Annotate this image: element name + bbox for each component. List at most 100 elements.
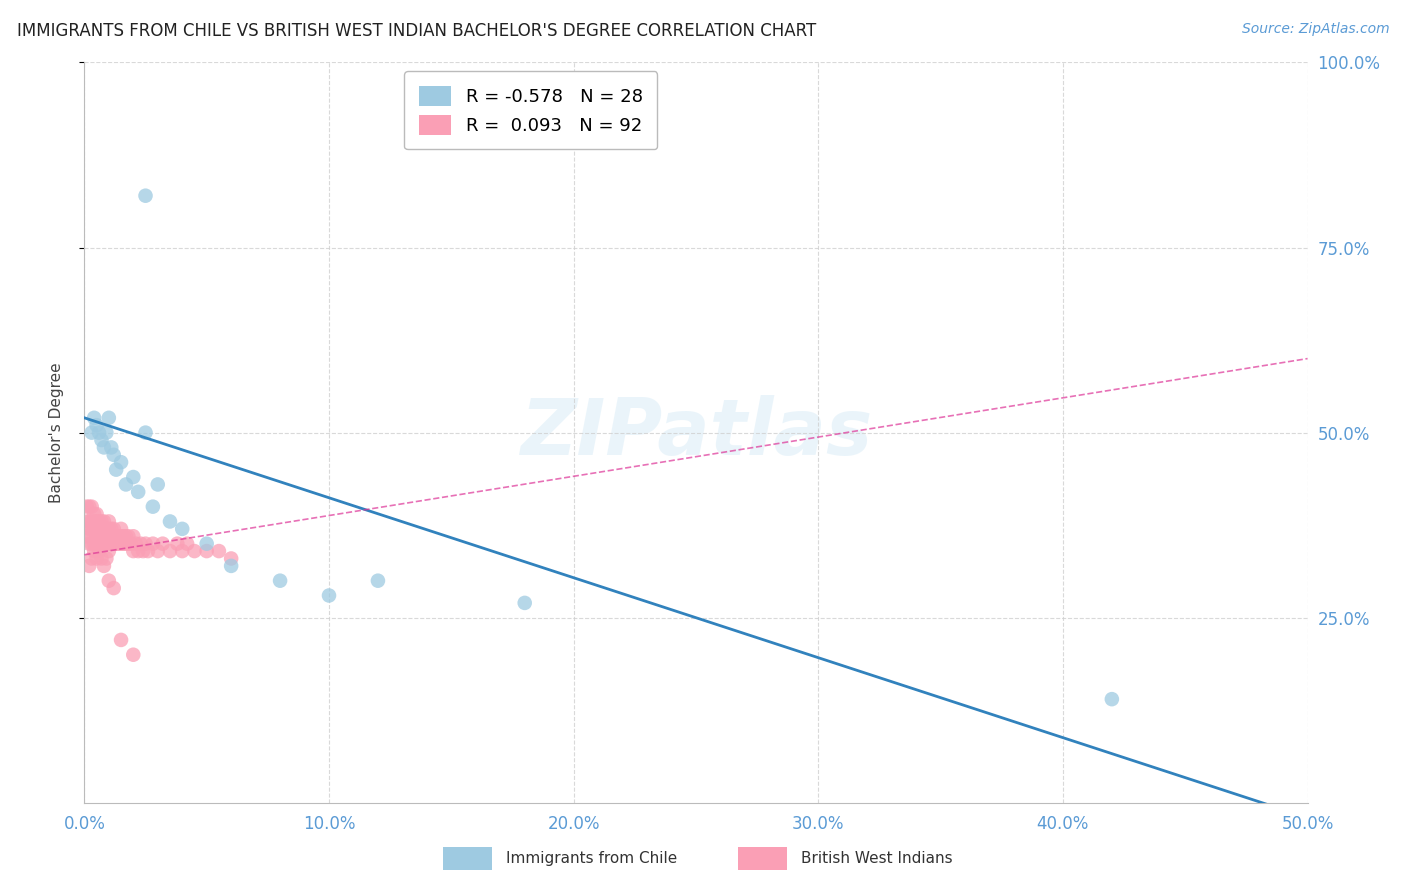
Point: [115, 529, 138, 543]
Point: [112, 529, 135, 543]
Point: [125, 536, 148, 550]
Point: [110, 632, 132, 647]
Point: [110, 529, 132, 543]
Point: [96, 536, 118, 550]
Point: [103, 581, 125, 595]
Point: [172, 544, 194, 558]
Point: [97, 574, 120, 588]
Point: [159, 515, 181, 529]
Text: IMMIGRANTS FROM CHILE VS BRITISH WEST INDIAN BACHELOR'S DEGREE CORRELATION CHART: IMMIGRANTS FROM CHILE VS BRITISH WEST IN…: [17, 22, 815, 40]
Point: [87, 515, 110, 529]
Point: [166, 536, 188, 550]
Point: [93, 529, 115, 543]
Text: Source: ZipAtlas.com: Source: ZipAtlas.com: [1241, 22, 1389, 37]
Point: [97, 522, 120, 536]
Point: [93, 522, 115, 536]
Point: [87, 425, 110, 440]
Point: [122, 470, 145, 484]
Text: ZIPatlas: ZIPatlas: [520, 394, 872, 471]
Point: [269, 574, 291, 588]
Point: [142, 536, 165, 550]
Point: [112, 536, 135, 550]
Point: [77, 515, 100, 529]
Point: [183, 544, 205, 558]
Point: [80, 536, 103, 550]
Point: [122, 544, 145, 558]
Point: [83, 544, 105, 558]
Point: [176, 536, 198, 550]
Point: [110, 522, 132, 536]
Point: [96, 551, 118, 566]
Point: [83, 536, 105, 550]
Point: [93, 558, 115, 573]
Point: [103, 536, 125, 550]
Point: [135, 536, 157, 550]
Point: [90, 433, 112, 447]
Point: [77, 522, 100, 536]
Point: [135, 188, 157, 202]
Point: [146, 477, 169, 491]
Point: [219, 558, 242, 573]
Point: [86, 418, 108, 433]
Point: [96, 529, 118, 543]
Point: [93, 441, 115, 455]
Point: [97, 410, 120, 425]
Point: [110, 455, 132, 469]
Point: [208, 544, 231, 558]
Point: [97, 529, 120, 543]
Text: British West Indians: British West Indians: [801, 851, 953, 866]
Point: [77, 500, 100, 514]
Point: [77, 536, 100, 550]
Point: [76, 529, 98, 543]
Text: Immigrants from Chile: Immigrants from Chile: [506, 851, 678, 866]
Point: [90, 536, 112, 550]
Point: [83, 410, 105, 425]
Point: [136, 544, 159, 558]
Point: [86, 536, 108, 550]
Point: [115, 477, 138, 491]
Y-axis label: Bachelor's Degree: Bachelor's Degree: [49, 362, 63, 503]
Point: [80, 425, 103, 440]
Point: [172, 522, 194, 536]
Point: [83, 507, 105, 521]
Point: [80, 522, 103, 536]
Point: [127, 484, 149, 499]
Point: [135, 425, 157, 440]
Point: [86, 529, 108, 543]
Point: [100, 522, 122, 536]
Point: [100, 536, 122, 550]
Point: [97, 544, 120, 558]
Point: [93, 536, 115, 550]
Point: [80, 500, 103, 514]
Point: [86, 507, 108, 521]
Point: [90, 529, 112, 543]
Point: [219, 551, 242, 566]
Point: [97, 536, 120, 550]
Point: [1101, 692, 1123, 706]
Legend: R = -0.578   N = 28, R =  0.093   N = 92: R = -0.578 N = 28, R = 0.093 N = 92: [405, 71, 657, 149]
Point: [117, 529, 139, 543]
Point: [122, 648, 145, 662]
Point: [76, 515, 98, 529]
Point: [105, 462, 128, 476]
Point: [83, 522, 105, 536]
Point: [103, 448, 125, 462]
Point: [159, 544, 181, 558]
Point: [129, 536, 152, 550]
Point: [93, 515, 115, 529]
Point: [80, 515, 103, 529]
Point: [318, 589, 340, 603]
Point: [86, 522, 108, 536]
Point: [117, 536, 139, 550]
Point: [110, 536, 132, 550]
Point: [152, 536, 174, 550]
Point: [195, 544, 218, 558]
Point: [87, 529, 110, 543]
Point: [513, 596, 536, 610]
Point: [87, 544, 110, 558]
Point: [77, 558, 100, 573]
Point: [87, 536, 110, 550]
Point: [86, 551, 108, 566]
Point: [367, 574, 389, 588]
Point: [100, 441, 122, 455]
